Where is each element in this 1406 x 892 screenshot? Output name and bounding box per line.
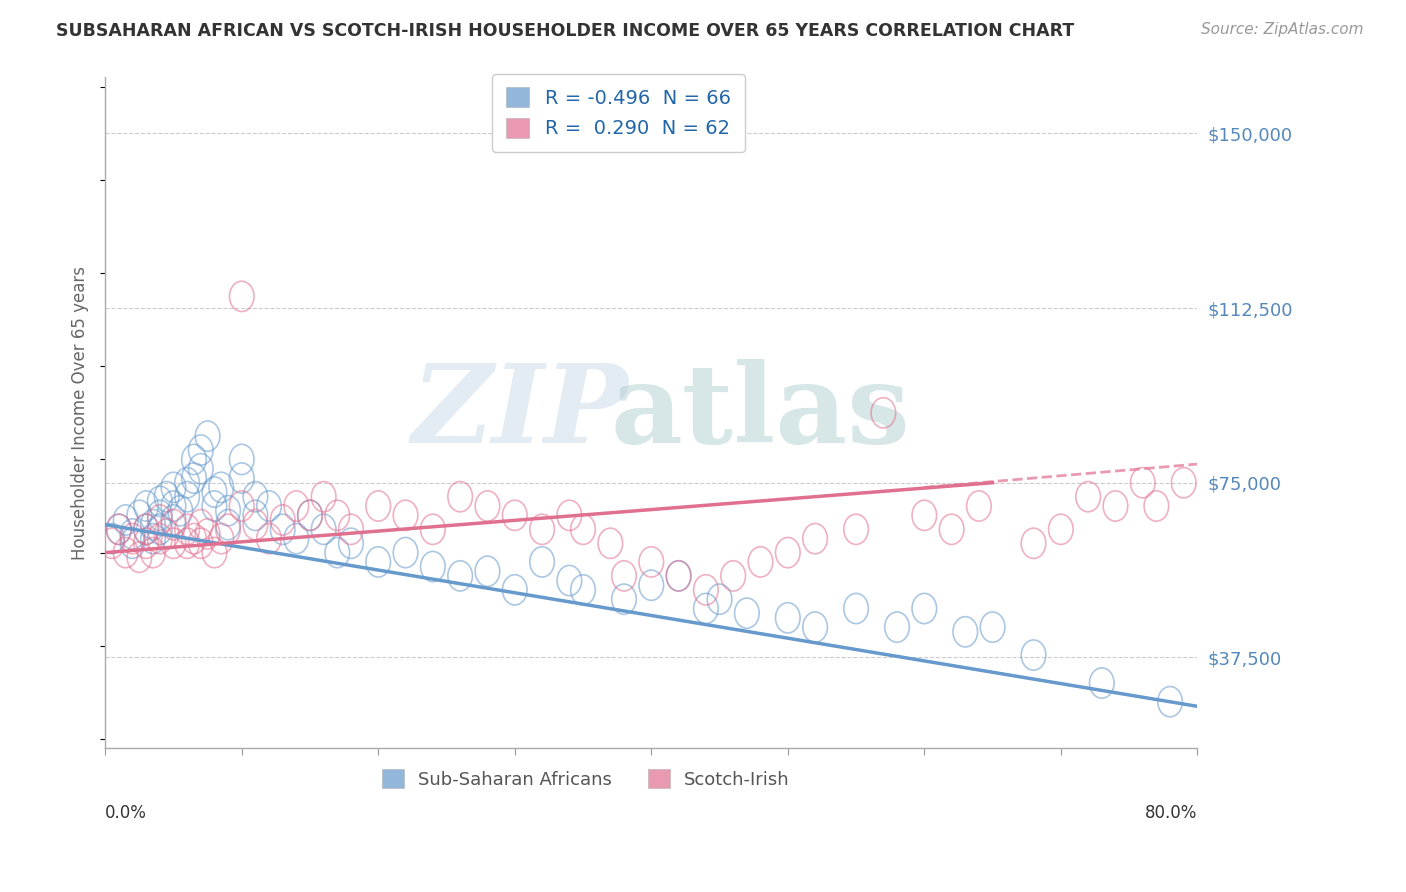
Text: atlas: atlas <box>610 359 910 467</box>
Legend: Sub-Saharan Africans, Scotch-Irish: Sub-Saharan Africans, Scotch-Irish <box>371 758 800 799</box>
Text: ZIP: ZIP <box>412 359 628 467</box>
Y-axis label: Householder Income Over 65 years: Householder Income Over 65 years <box>72 266 89 560</box>
Text: 0.0%: 0.0% <box>105 805 148 822</box>
Text: Source: ZipAtlas.com: Source: ZipAtlas.com <box>1201 22 1364 37</box>
Text: 80.0%: 80.0% <box>1144 805 1198 822</box>
Text: SUBSAHARAN AFRICAN VS SCOTCH-IRISH HOUSEHOLDER INCOME OVER 65 YEARS CORRELATION : SUBSAHARAN AFRICAN VS SCOTCH-IRISH HOUSE… <box>56 22 1074 40</box>
